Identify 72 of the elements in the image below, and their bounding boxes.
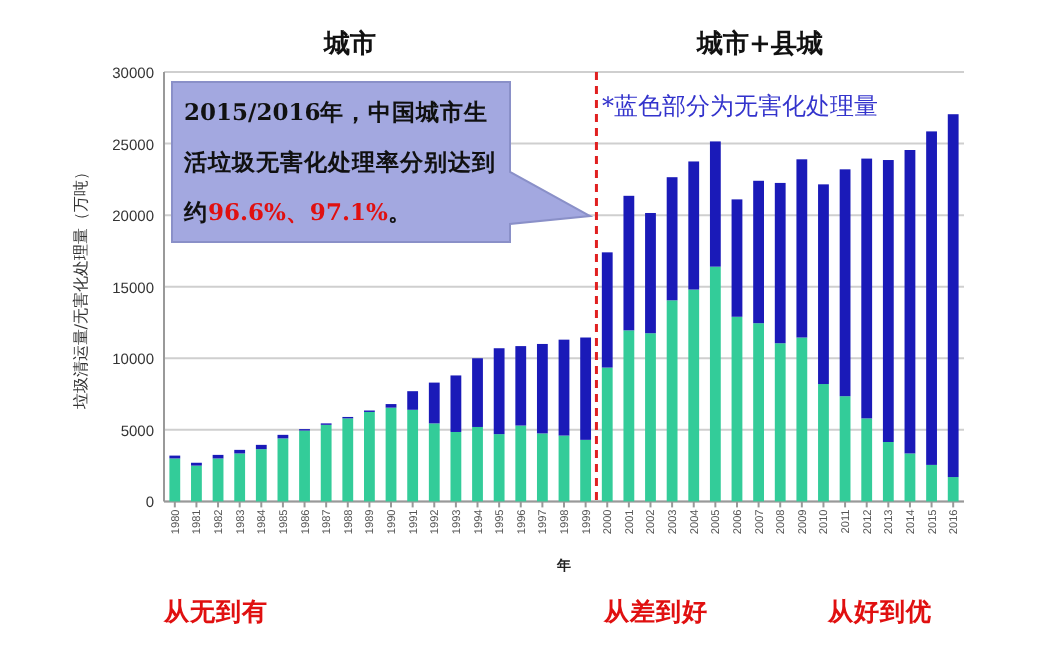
bar [580, 337, 592, 440]
bar [623, 330, 635, 502]
annotation: *蓝色部分为无害化处理量 [602, 92, 878, 120]
bar [645, 212, 656, 334]
bar [212, 458, 224, 502]
bar [731, 316, 743, 502]
bar [753, 323, 764, 502]
annotation: 2015/2016年，中国城市生活垃圾无害化处理率分别达到约96.6%、97.1%。 [184, 96, 498, 230]
bar [364, 411, 375, 502]
bar [926, 131, 937, 465]
bar [796, 337, 808, 502]
bar [428, 423, 440, 502]
text: 从好到优 [826, 596, 932, 626]
bar [385, 407, 397, 502]
bar [407, 391, 419, 410]
bar [299, 430, 310, 502]
bar [558, 435, 570, 502]
bar [234, 453, 246, 502]
bar [255, 444, 267, 450]
bar [493, 434, 505, 502]
bar [558, 339, 570, 436]
bar [536, 343, 548, 434]
bar [580, 439, 592, 502]
bar [926, 464, 937, 502]
bar [320, 424, 332, 502]
bar [818, 384, 829, 502]
bar [947, 114, 959, 478]
bar [709, 266, 721, 502]
bar [861, 418, 873, 502]
y-axis-title: 垃圾清运量/无害化处理量（万吨） [72, 164, 90, 412]
text: 城市+县城 [695, 28, 823, 60]
bar [882, 160, 894, 442]
text: 城市 [322, 28, 376, 60]
bar [472, 426, 483, 502]
bar [839, 396, 851, 502]
bar [342, 418, 354, 502]
bar [839, 169, 851, 397]
bar [277, 438, 289, 502]
bar [688, 289, 700, 502]
bar [191, 465, 202, 502]
bar [666, 177, 678, 301]
bar [472, 358, 483, 427]
bar [645, 333, 656, 502]
bar [450, 375, 462, 432]
bar [536, 433, 548, 502]
bar [493, 348, 505, 435]
bar [601, 367, 613, 502]
bar [666, 300, 678, 502]
text: 从无到有 [162, 596, 268, 626]
bar [774, 182, 786, 344]
bar [515, 425, 527, 502]
bar [688, 161, 700, 290]
bar [731, 199, 743, 317]
bar [904, 453, 916, 502]
bar [601, 252, 613, 368]
bar [169, 458, 181, 502]
bar [753, 180, 764, 324]
bar [904, 150, 916, 454]
bar [861, 158, 873, 419]
bar [709, 141, 721, 267]
bar [450, 431, 462, 502]
text: 从差到好 [602, 596, 708, 626]
bar [515, 346, 527, 426]
bar [818, 184, 829, 385]
bar [428, 382, 440, 424]
bar [255, 449, 267, 502]
bar [947, 477, 959, 502]
bar [623, 195, 635, 331]
bar [882, 442, 894, 502]
bar [796, 159, 808, 338]
bar [407, 409, 419, 502]
bar [774, 343, 786, 502]
